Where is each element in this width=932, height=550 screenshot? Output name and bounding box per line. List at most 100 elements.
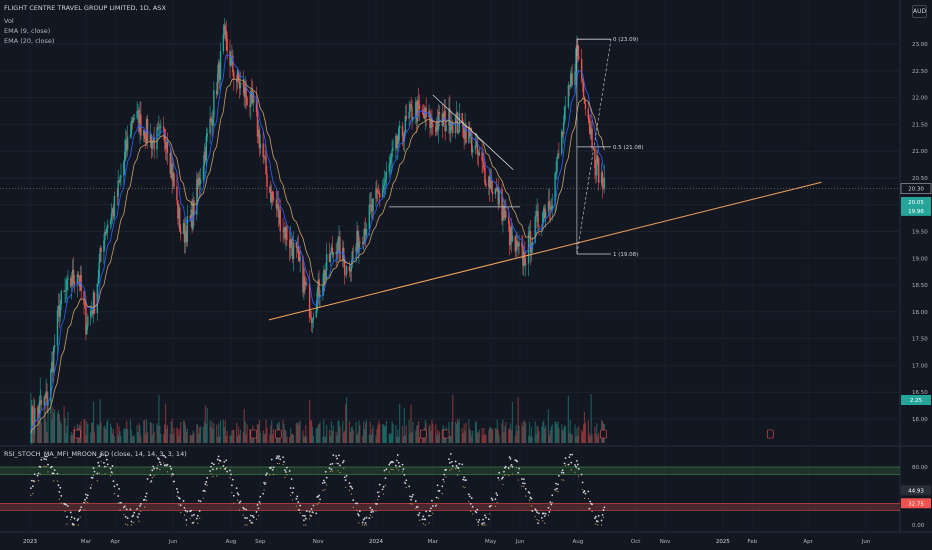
candle-body bbox=[329, 252, 332, 262]
volume-bar bbox=[116, 422, 118, 443]
candle-body bbox=[583, 96, 586, 104]
candle-body bbox=[362, 241, 365, 244]
indicator-dot bbox=[369, 506, 372, 509]
ema20-legend[interactable]: EMA (20, close) bbox=[4, 37, 55, 45]
volume-bar bbox=[271, 420, 273, 443]
indicator-dot bbox=[92, 474, 95, 477]
indicator-dot bbox=[568, 456, 571, 458]
volume-bar bbox=[550, 426, 552, 443]
candle-body bbox=[72, 269, 75, 282]
indicator-dot bbox=[491, 504, 493, 507]
candle-body bbox=[258, 129, 261, 149]
volume-bar bbox=[515, 425, 517, 443]
ema9-legend[interactable]: EMA (9, close) bbox=[4, 27, 51, 35]
candle-body bbox=[542, 212, 544, 227]
volume-bar bbox=[478, 429, 480, 443]
indicator-dot bbox=[284, 476, 286, 479]
indicator-dot bbox=[456, 474, 459, 476]
volume-bar bbox=[92, 401, 95, 443]
indicator-dot bbox=[238, 509, 241, 511]
volume-bar bbox=[282, 419, 284, 443]
indicator-dot bbox=[430, 515, 432, 517]
indicator-dot bbox=[561, 469, 564, 472]
indicator-dot bbox=[186, 510, 189, 513]
volume-bar bbox=[437, 434, 440, 443]
volume-bar bbox=[217, 436, 219, 443]
indicator-dot bbox=[303, 519, 305, 522]
indicator-dot bbox=[166, 471, 169, 473]
currency-button[interactable]: AUD bbox=[912, 5, 927, 18]
candle-body bbox=[79, 275, 81, 287]
volume-bar bbox=[428, 426, 430, 443]
volume-bar bbox=[169, 433, 171, 443]
candle-body bbox=[206, 133, 208, 137]
candle-body bbox=[190, 209, 192, 219]
indicator-title[interactable]: RSI_STOCH_MA_MFI_MROON_SD (close, 14, 14… bbox=[4, 450, 187, 458]
candle-body bbox=[357, 230, 359, 254]
volume-bar bbox=[165, 428, 168, 443]
candle-body bbox=[383, 183, 386, 186]
volume-bar bbox=[568, 433, 570, 443]
indicator-dot bbox=[470, 510, 472, 512]
candle-body bbox=[591, 128, 593, 149]
indicator-dot bbox=[183, 514, 186, 516]
indicator-dot bbox=[477, 521, 480, 523]
volume-bar bbox=[149, 421, 151, 443]
candle-body bbox=[435, 120, 438, 132]
indicator-badge bbox=[901, 498, 931, 509]
indicator-dot bbox=[504, 474, 506, 476]
x-tick-label: 2025 bbox=[716, 539, 730, 545]
volume-bar bbox=[151, 434, 153, 443]
volume-bar bbox=[496, 419, 498, 443]
volume-bar bbox=[461, 428, 463, 443]
candle-body bbox=[43, 397, 45, 405]
indicator-dot bbox=[560, 471, 563, 474]
indicator-dot bbox=[36, 474, 39, 477]
candle-body bbox=[365, 229, 368, 236]
volume-bar bbox=[542, 422, 544, 443]
indicator-dot bbox=[116, 483, 119, 486]
indicator-dot bbox=[432, 512, 434, 514]
volume-bar bbox=[144, 419, 146, 443]
volume-bar bbox=[80, 420, 82, 443]
candle-body bbox=[198, 177, 201, 184]
fib-level-label: 0 (23.09) bbox=[613, 37, 638, 43]
indicator-dot bbox=[100, 453, 102, 456]
candle-body bbox=[239, 82, 242, 89]
volume-bar bbox=[398, 436, 400, 443]
volume-bar bbox=[438, 431, 441, 443]
indicator-dot bbox=[384, 477, 387, 480]
volume-bar bbox=[470, 430, 472, 443]
vol-legend[interactable]: Vol bbox=[4, 17, 14, 25]
y-tick-label: 22.00 bbox=[912, 96, 928, 102]
volume-bar bbox=[390, 433, 392, 443]
indicator-dot bbox=[93, 470, 96, 473]
candle-body bbox=[478, 152, 480, 156]
candle-body bbox=[488, 176, 490, 187]
volume-bar bbox=[396, 436, 398, 443]
indicator-dot bbox=[350, 485, 353, 488]
volume-bar bbox=[51, 419, 53, 443]
indicator-dot bbox=[481, 524, 483, 526]
volume-bar bbox=[590, 394, 592, 443]
indicator-dot bbox=[501, 477, 503, 480]
indicator-dot bbox=[435, 496, 438, 499]
candle-body bbox=[36, 408, 39, 410]
volume-bar bbox=[349, 432, 351, 443]
candle-body bbox=[90, 310, 93, 312]
indicator-dot bbox=[441, 485, 444, 488]
volume-bar bbox=[238, 434, 241, 443]
candle-body bbox=[216, 90, 218, 95]
volume-bar bbox=[290, 428, 292, 443]
indicator-dot bbox=[117, 502, 119, 504]
volume-bar bbox=[100, 421, 102, 443]
indicator-dot bbox=[463, 476, 466, 479]
indicator-dot bbox=[587, 498, 589, 500]
candle-body bbox=[309, 317, 312, 319]
candle-body bbox=[33, 422, 35, 424]
candle-body bbox=[109, 220, 112, 225]
indicator-dot bbox=[600, 524, 603, 526]
candle-body bbox=[323, 270, 325, 286]
indicator-dot bbox=[296, 495, 299, 498]
volume-bar bbox=[325, 436, 327, 443]
